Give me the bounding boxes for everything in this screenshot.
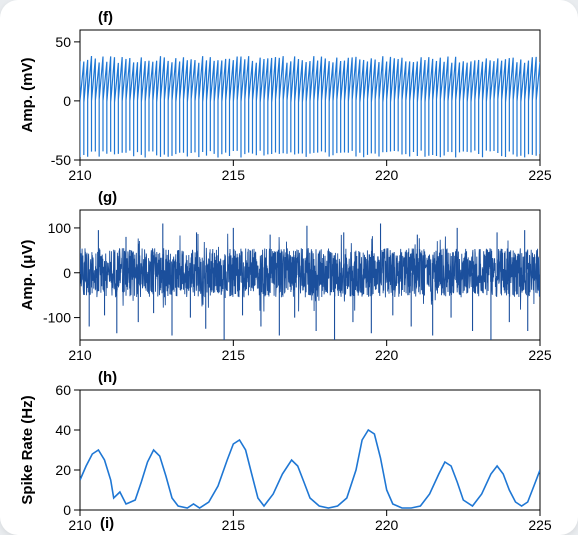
panel-h: (h) 210 215 220 225 0 20 40 60 Spike Rate (Hz)	[19, 369, 552, 533]
xtick-label: 210	[68, 167, 92, 183]
ytick-label: 100	[48, 220, 72, 236]
ytick-label: 20	[55, 462, 71, 478]
trace-f	[80, 56, 540, 158]
figure-svg: (f) 210 215 220 225 -50 0 50 Amp. (mV) (g) 210 215 2…	[0, 0, 578, 535]
ytick-label: 60	[55, 382, 71, 398]
data-group	[80, 223, 540, 340]
xtick-label: 220	[375, 167, 399, 183]
axes-box	[80, 390, 540, 510]
ytick-label: 0	[63, 93, 71, 109]
ytick-label: 40	[55, 422, 71, 438]
panel-letter: (f)	[98, 9, 113, 26]
xtick-label: 210	[68, 347, 92, 363]
xtick-label: 225	[528, 347, 552, 363]
xtick-label: 220	[375, 347, 399, 363]
panel-letter: (h)	[98, 369, 117, 386]
xtick-label: 215	[222, 517, 246, 533]
ytick-label: -100	[43, 310, 71, 326]
data-group	[80, 430, 540, 508]
ytick-label: 50	[55, 34, 71, 50]
ylabel: Amp. (mV)	[19, 57, 36, 132]
xtick-label: 210	[68, 517, 92, 533]
xtick-label: 225	[528, 167, 552, 183]
ylabel: Amp. (μV)	[19, 240, 36, 311]
xtick-label: 220	[375, 517, 399, 533]
ytick-label: 0	[63, 502, 71, 518]
ytick-label: -50	[51, 152, 71, 168]
xtick-label: 215	[222, 347, 246, 363]
data-group	[80, 56, 540, 158]
trace-h	[80, 430, 540, 508]
panel-letter-i: (i)	[100, 515, 114, 532]
panel-g: (g) 210 215 220 225 -100 0 100 Amp. (μV)	[19, 189, 552, 363]
panel-f: (f) 210 215 220 225 -50 0 50 Amp. (mV)	[19, 9, 552, 183]
xtick-label: 215	[222, 167, 246, 183]
xtick-label: 225	[528, 517, 552, 533]
panel-letter: (g)	[98, 189, 117, 206]
trace-g-noise	[80, 234, 540, 312]
ylabel: Spike Rate (Hz)	[19, 395, 36, 504]
figure-card: (f) 210 215 220 225 -50 0 50 Amp. (mV) (g) 210 215 2…	[0, 0, 578, 535]
ytick-label: 0	[63, 265, 71, 281]
